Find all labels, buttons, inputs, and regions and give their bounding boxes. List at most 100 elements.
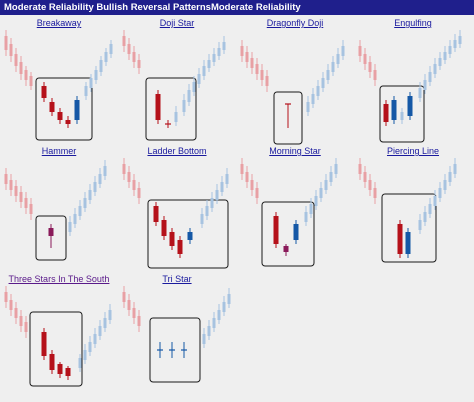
candlestick [423,74,427,94]
candlestick [122,286,126,308]
candlestick [309,198,313,218]
candlestick [103,160,107,180]
candlestick [448,166,452,186]
candlestick [331,56,335,76]
candlestick [137,182,141,204]
pattern-link[interactable]: Dragonfly Doji [266,18,324,28]
candlestick [127,166,131,188]
candlestick [137,310,141,332]
candlestick [324,174,328,194]
candlestick [93,328,97,348]
candlestick [200,208,204,228]
candlestick [397,220,403,258]
candlestick [433,190,437,210]
pattern-link[interactable]: Breakaway [36,18,82,28]
candlestick [311,88,315,108]
candlestick [4,30,8,56]
candlestick [407,92,413,120]
pattern-link[interactable]: Doji Star [159,18,195,28]
pattern-cell: Three Stars In The South [0,274,118,402]
candlestick [245,166,249,188]
candlestick [93,176,97,196]
candlestick [453,158,457,178]
candlestick [358,158,362,180]
pattern-link[interactable]: Hammer [41,146,77,156]
pattern-cell: Tri Star [118,274,236,402]
page-header: Moderate Reliability Bullish Reversal Pa… [0,0,474,15]
candlestick [24,66,28,86]
candlestick [103,312,107,332]
pattern-chart [358,30,462,143]
candlestick [78,200,82,220]
candlestick [108,304,112,324]
candlestick [84,82,88,100]
candlestick [391,96,397,124]
candlestick [187,228,193,244]
pattern-chart [4,160,107,261]
candlestick [433,58,437,78]
candlestick [83,192,87,212]
candlestick [428,66,432,86]
pattern-link[interactable]: Piercing Line [386,146,440,156]
candlestick [98,168,102,188]
pattern-link[interactable]: Three Stars In The South [8,274,110,284]
pattern-cell: Engulfing [354,18,472,146]
candlestick [400,108,404,124]
candlestick [94,66,98,84]
candlestick [363,48,367,70]
candlestick [405,228,411,258]
candlestick [316,80,320,100]
candlestick [78,354,82,372]
candlestick [153,202,159,226]
pattern-cell: Piercing Line [354,146,472,274]
candlestick [222,36,226,54]
candlestick [250,174,254,196]
pattern-chart [122,286,231,383]
pattern-highlight-box [147,199,229,269]
candlestick [14,302,18,324]
candlestick [41,82,47,102]
pattern-chart [358,158,457,263]
candlestick [4,168,8,190]
candlestick [83,344,87,364]
candlestick [49,98,55,116]
candlestick [215,184,219,204]
candlestick [363,166,367,188]
candlestick [24,316,28,338]
candlestick [57,108,63,124]
candlestick [14,180,18,202]
candlestick [19,186,23,208]
pattern-highlight-box [381,193,437,263]
candlestick [9,174,13,196]
pattern-link[interactable]: Engulfing [394,18,432,28]
pattern-cell: Doji Star [118,18,236,146]
candlestick [212,312,216,332]
candlestick [181,342,187,358]
candlestick [169,228,175,250]
pattern-highlight-box [35,77,93,141]
candlestick [240,158,244,180]
candlestick [319,182,323,202]
pattern-highlight-box [273,91,303,145]
pattern-link[interactable]: Tri Star [162,274,192,284]
pattern-link[interactable]: Morning Star [269,146,321,156]
candlestick [217,42,221,60]
candlestick [255,182,259,204]
candlestick [132,174,136,196]
candlestick [334,158,338,178]
candlestick [68,216,72,236]
candlestick [225,168,229,188]
candlestick [89,74,93,92]
candlestick [19,310,23,332]
pattern-cell: Hammer [0,146,118,274]
pattern-link[interactable]: Ladder Bottom [147,146,207,156]
candlestick [29,72,33,90]
candlestick [428,198,432,218]
candlestick [109,40,113,58]
candlestick [9,38,13,62]
candlestick [321,72,325,92]
candlestick [250,52,254,74]
pattern-chart [4,30,113,141]
candlestick [329,166,333,186]
candlestick [202,60,206,80]
